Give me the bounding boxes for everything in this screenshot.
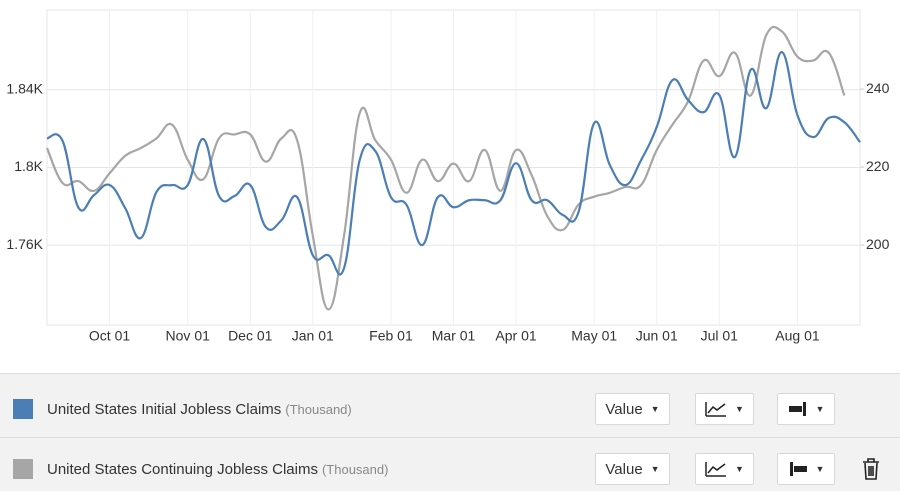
chart-type-dropdown[interactable]: ▼ bbox=[695, 393, 754, 425]
chart: 1.76K 1.8K 1.84K 200 220 240 Oct 01 Nov 01 Dec 0… bbox=[6, 9, 890, 344]
series-line bbox=[45, 25, 846, 311]
x-tick-label: Nov 01 bbox=[166, 328, 211, 344]
axis-dropdown[interactable]: ▼ bbox=[777, 393, 835, 425]
dropdown-label: Value bbox=[605, 460, 643, 478]
x-tick-label: Dec 01 bbox=[228, 328, 273, 344]
x-tick-label: Jun 01 bbox=[636, 328, 678, 344]
labels: 1.76K 1.8K 1.84K 200 220 240 Oct 01 Nov 01 Dec 0… bbox=[6, 80, 889, 344]
legend-row: United States Continuing Jobless Claims(… bbox=[0, 440, 900, 498]
series-unit: (Thousand) bbox=[285, 401, 352, 417]
chart-type-dropdown[interactable]: ▼ bbox=[695, 453, 754, 485]
value-dropdown[interactable]: Value ▼ bbox=[595, 393, 670, 425]
legend-row: United States Initial Jobless Claims (Tho… bbox=[0, 380, 900, 438]
y2-tick-label: 240 bbox=[866, 80, 890, 96]
x-tick-label: Mar 01 bbox=[432, 328, 476, 344]
x-tick-label: Apr 01 bbox=[495, 328, 536, 344]
legend-swatch bbox=[13, 459, 33, 479]
separator bbox=[0, 437, 900, 438]
grid bbox=[47, 10, 864, 325]
y2-tick-label: 220 bbox=[866, 158, 890, 174]
y-tick-label: 1.8K bbox=[14, 158, 43, 174]
axis-left-icon bbox=[789, 462, 807, 476]
x-tick-label: Aug 01 bbox=[775, 328, 820, 344]
y2-tick-label: 200 bbox=[866, 236, 890, 252]
line-icon bbox=[705, 402, 727, 417]
series-unit: (Thousand) bbox=[321, 461, 389, 477]
dropdown-label: Value bbox=[605, 400, 643, 418]
series-name: United States Initial Jobless Claims bbox=[47, 400, 282, 418]
lines bbox=[45, 25, 861, 311]
axis-dropdown[interactable]: ▼ bbox=[777, 453, 835, 485]
legend-panel: United States Initial Jobless Claims (Tho… bbox=[0, 373, 900, 491]
x-tick-label: Oct 01 bbox=[89, 328, 130, 344]
y-tick-label: 1.84K bbox=[6, 80, 43, 96]
legend-label: United States Continuing Jobless Claims(… bbox=[47, 461, 388, 478]
legend-label: United States Initial Jobless Claims (Tho… bbox=[47, 401, 352, 418]
x-tick-label: Feb 01 bbox=[369, 328, 413, 344]
series-name: United States Continuing Jobless Claims bbox=[47, 460, 318, 478]
y-tick-label: 1.76K bbox=[6, 236, 43, 252]
delete-button[interactable] bbox=[862, 458, 880, 480]
legend-swatch bbox=[13, 399, 33, 419]
x-tick-label: May 01 bbox=[571, 328, 617, 344]
line-icon bbox=[705, 462, 727, 477]
x-tick-label: Jul 01 bbox=[701, 328, 739, 344]
value-dropdown[interactable]: Value ▼ bbox=[595, 453, 670, 485]
series-line bbox=[46, 50, 861, 276]
axis-right-icon bbox=[788, 402, 806, 416]
x-tick-label: Jan 01 bbox=[292, 328, 334, 344]
